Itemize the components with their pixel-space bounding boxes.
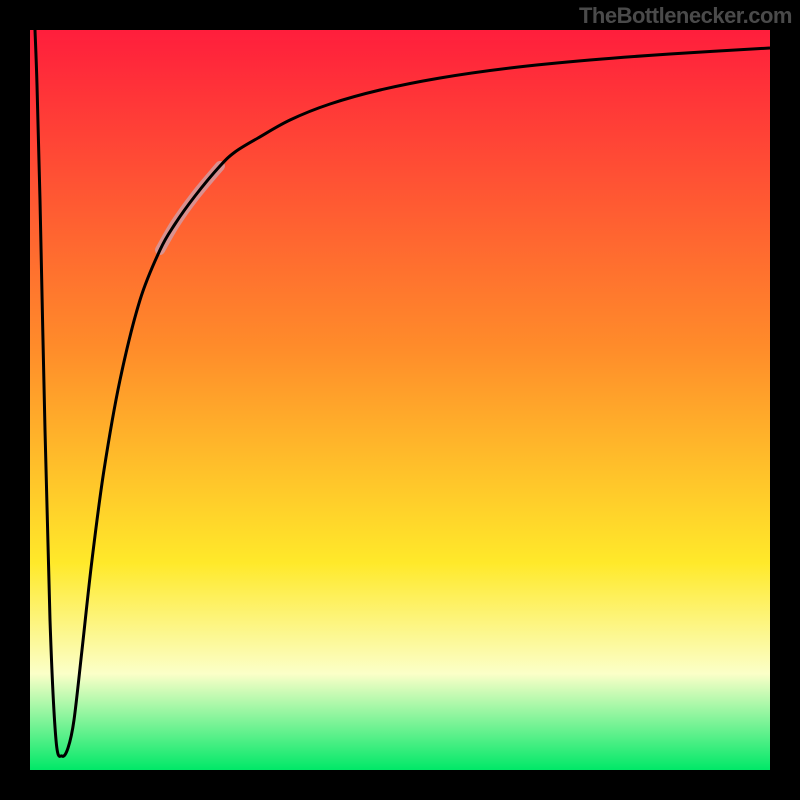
chart-root: { "watermark": { "text": "TheBottlenecke… bbox=[0, 0, 800, 800]
plot-background bbox=[30, 30, 770, 770]
bottleneck-chart bbox=[0, 0, 800, 800]
